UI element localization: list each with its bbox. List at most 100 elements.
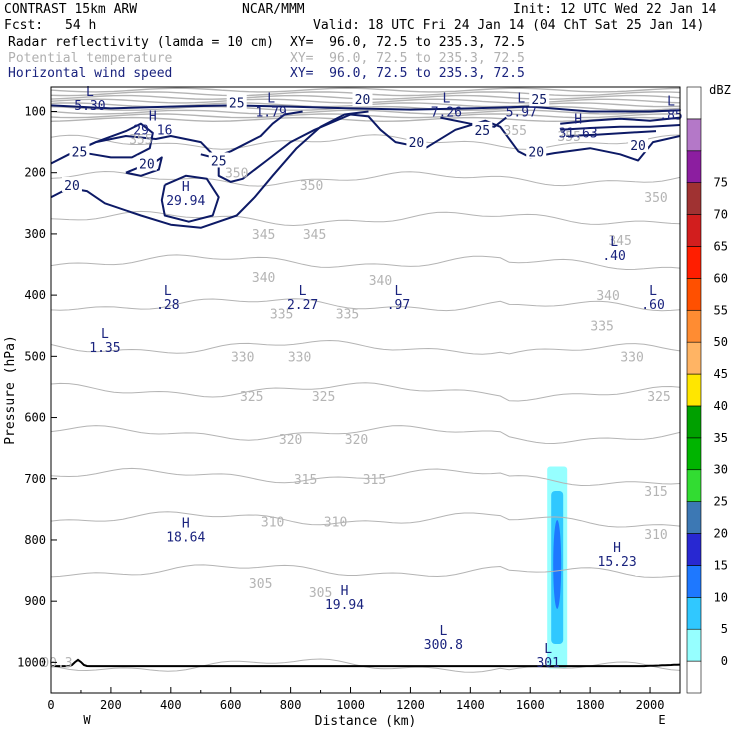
extremum-marker: L xyxy=(86,85,94,100)
extremum-value: 29.94 xyxy=(166,194,205,209)
field-reflectivity-xy: XY= 96.0, 72.5 to 235.3, 72.5 xyxy=(290,35,525,50)
theta-contour-label: 315 xyxy=(644,485,667,500)
x-tick-label: 1600 xyxy=(516,698,545,712)
extremum-value: 300.8 xyxy=(424,638,463,653)
colorbar-level-label: 50 xyxy=(714,335,728,349)
x-tick-label: 200 xyxy=(100,698,122,712)
colorbar-level-label: 0 xyxy=(721,654,728,668)
extremum-marker: H xyxy=(182,180,190,195)
theta-contour-label: 345 xyxy=(303,228,326,243)
colorbar-level-label: 65 xyxy=(714,239,728,253)
colorbar-level-label: 20 xyxy=(714,527,728,541)
extremum-marker: L xyxy=(267,91,275,106)
extremum-value: 5.30 xyxy=(74,99,105,114)
colorbar-level-label: 5 xyxy=(721,622,728,636)
wind-label-bg xyxy=(472,121,493,137)
y-tick-label: 600 xyxy=(24,411,46,425)
theta-contour-340 xyxy=(51,254,680,271)
colorbar-swatch xyxy=(686,660,702,694)
wind-contour-label: 25 xyxy=(211,154,227,169)
wind-contour-label: 20 xyxy=(409,136,425,151)
colorbar-level-label: 60 xyxy=(714,271,728,285)
extremum-marker: H xyxy=(574,113,582,128)
theta-contour-310 xyxy=(51,511,680,528)
wind-label-bg xyxy=(69,143,90,159)
theta-contour-label: 315 xyxy=(363,473,386,488)
y-tick-label: 300 xyxy=(24,227,46,241)
wind-contour-label: 25 xyxy=(229,96,245,111)
colorbar-swatch xyxy=(686,341,702,375)
extremum-marker: L xyxy=(101,327,109,342)
valid-time: Valid: 18 UTC Fri 24 Jan 14 (04 ChT Sat … xyxy=(313,18,705,33)
wind-label-bg xyxy=(406,134,427,150)
theta-contour-label: 335 xyxy=(270,307,293,322)
colorbar-level-label: 40 xyxy=(714,399,728,413)
y-tick-label: 800 xyxy=(24,533,46,547)
fcst-label: Fcst: xyxy=(4,18,44,33)
colorbar-swatch xyxy=(686,278,702,311)
colorbar-level-label: 75 xyxy=(714,176,728,190)
extremum-marker: H xyxy=(149,110,157,125)
theta-contour-label: 325 xyxy=(647,390,670,405)
x-tick-label: 1000 xyxy=(336,698,365,712)
theta-contour-350 xyxy=(51,170,680,187)
y-tick-label: 900 xyxy=(24,594,46,608)
x-tick-label: 1200 xyxy=(396,698,425,712)
theta-contour-label: 325 xyxy=(312,390,335,405)
wind-contour-label: 25 xyxy=(72,145,88,160)
y-tick-label: 500 xyxy=(24,349,46,363)
extremum-marker: L xyxy=(667,94,675,109)
extremum-value: 301 xyxy=(536,656,559,671)
theta-contour-label: 315 xyxy=(294,473,317,488)
extremum-value: 18.64 xyxy=(166,531,205,546)
theta-contour-label: 345 xyxy=(252,228,275,243)
y-tick-label: 700 xyxy=(24,472,46,486)
x-end-label-east: E xyxy=(658,713,665,727)
colorbar-swatch xyxy=(686,118,702,152)
extremum-value: 29.16 xyxy=(133,124,172,139)
center-label: NCAR/MMM xyxy=(242,2,305,17)
theta-contour-label: 320 xyxy=(345,433,368,448)
wind-contour-line xyxy=(51,104,680,113)
extremum-value: 00.3 xyxy=(41,656,72,671)
theta-contour-label: 335 xyxy=(336,307,359,322)
plot-frame xyxy=(50,86,681,694)
colorbar-level-label: 70 xyxy=(714,208,728,222)
wind-contour-line xyxy=(74,122,154,159)
extremum-value: 31.63 xyxy=(559,127,598,142)
colorbar-level-label: 45 xyxy=(714,367,728,381)
x-tick-label: 1400 xyxy=(456,698,485,712)
extremum-value: .85 xyxy=(659,108,682,123)
theta-contour-label: 355 xyxy=(557,130,580,145)
extremum-value: .97 xyxy=(387,298,410,313)
y-tick-label: 400 xyxy=(24,288,46,302)
wind-contour-line xyxy=(51,110,369,229)
theta-contour-label: 345 xyxy=(608,234,631,249)
theta-contour-label: 355 xyxy=(129,133,152,148)
extremum-marker: H xyxy=(613,541,621,556)
colorbar-level-label: 30 xyxy=(714,463,728,477)
theta-contour-330 xyxy=(51,339,680,355)
theta-contour-label: 305 xyxy=(309,586,332,601)
extremum-value: 19.94 xyxy=(325,598,364,613)
wind-contour-line xyxy=(160,174,220,223)
x-tick-label: 1800 xyxy=(576,698,605,712)
colorbar-level-label: 55 xyxy=(714,303,728,317)
wind-contour-label: 20 xyxy=(139,158,155,173)
colorbar-swatch xyxy=(686,469,702,502)
field-wind-xy: XY= 96.0, 72.5 to 235.3, 72.5 xyxy=(290,66,525,81)
colorbar-swatch xyxy=(686,565,702,598)
model-title: CONTRAST 15km ARW xyxy=(4,2,138,17)
wind-label-bg xyxy=(526,143,547,159)
field-theta: Potential temperature xyxy=(8,51,173,66)
extremum-marker: L xyxy=(439,624,447,639)
colorbar-level-label: 35 xyxy=(714,431,728,445)
y-tick-label: 100 xyxy=(24,104,46,118)
colorbar-level-label: 25 xyxy=(714,495,728,509)
theta-contour-label: 340 xyxy=(369,274,392,289)
y-tick-label: 200 xyxy=(24,166,46,180)
extremum-value: 2.27 xyxy=(287,298,318,313)
wind-label-bg xyxy=(226,94,247,110)
wind-label-bg xyxy=(628,137,649,153)
